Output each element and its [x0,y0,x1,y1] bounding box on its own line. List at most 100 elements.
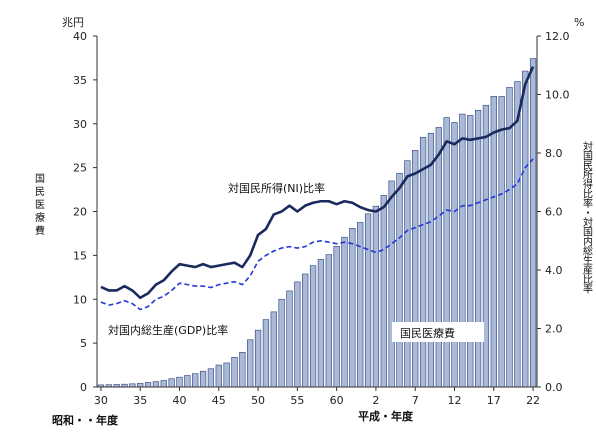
bar-H17 [490,95,497,388]
left-tick-label: 5 [80,337,87,350]
right-tick-label: 0.0 [545,381,563,394]
x-tick-label: 50 [251,394,265,407]
right-axis-title-char: 国 [583,151,593,163]
left-axis-unit: 兆円 [62,16,84,29]
bar-H12 [451,122,458,388]
left-axis-title-char: 民 [35,186,45,198]
bar-H22 [529,58,537,388]
bar-S49 [247,339,254,388]
x-tick-label: 60 [330,394,344,407]
bar-S60 [333,246,340,388]
left-tick-label: 0 [80,381,87,394]
x-tick-label: 45 [212,394,226,407]
right-axis-title-char: 生 [583,254,593,267]
bar-S35 [137,383,144,388]
bar-H19 [506,87,513,388]
axes: 0 5 10 15 20 25 30 35 40 0.0 2.0 4.0 6.0 8.0 10.0 12.0 3… [73,30,570,407]
bar-H10 [435,127,442,388]
bar-H1 [364,213,372,388]
bar-H9 [427,132,435,388]
right-tick-label: 4.0 [545,264,563,277]
right-axis-title-char: 産 [583,264,593,277]
bar-H3 [380,195,387,388]
bar-H8 [419,136,427,388]
bar-H16 [482,104,490,388]
left-tick-label: 35 [73,74,87,87]
bar-series [97,58,537,388]
bar-H14 [467,115,474,388]
bar-S44 [207,368,215,388]
left-axis-title-char: 療 [35,211,45,224]
bar-S43 [199,370,207,388]
bar-S36 [144,382,152,388]
ni-line-label: 対国民所得(NI)比率 [228,181,325,195]
line-series [100,66,535,311]
right-tick-label: 10.0 [545,89,570,102]
bar-S51 [262,319,270,388]
bar-label-box [392,322,484,342]
bar-H18 [498,96,505,388]
bar-H6 [404,160,411,388]
bar-S56 [302,273,309,388]
bar-H21 [522,70,529,388]
bar-H13 [459,113,466,388]
bar-H11 [443,117,450,388]
bar-S45 [215,364,222,388]
right-axis-title-char: 比 [583,189,593,201]
bar-S62 [349,228,356,388]
x-tick-label: 7 [412,394,419,407]
right-axis-title-char: 対 [583,140,593,153]
left-axis-title-char: 医 [35,199,45,211]
bar-H15 [474,109,482,388]
bar-S57 [309,265,317,388]
left-tick-label: 30 [73,118,87,131]
right-axis-title-char: 率 [583,283,593,296]
right-axis-unit: % [574,16,584,29]
bar-S50 [254,329,262,388]
right-axis-title-char: 比 [583,274,593,286]
bar-S41 [184,375,191,388]
bar-H7 [412,150,419,388]
bar-S54 [286,290,293,388]
bar-S40 [176,376,183,388]
gdp-line-label: 対国内総生産(GDP)比率 [108,323,228,337]
bar-S47 [231,357,238,388]
right-axis-title-char: 内 [583,235,593,248]
bar-S55 [294,281,301,388]
bar-S38 [160,380,167,388]
ni-ratio-line [100,66,535,300]
bar-S53 [278,298,285,388]
x-tick-label: 17 [487,394,501,407]
x-tick-label: 30 [94,394,108,407]
bar-S52 [270,311,277,388]
bar-H5 [396,172,403,388]
x-axis-label-heisei: 平成・年度 [358,409,414,423]
left-tick-label: 25 [73,162,87,175]
right-tick-label: 8.0 [545,147,563,160]
right-axis-title-char: 民 [583,160,593,172]
x-tick-label: 55 [290,394,304,407]
x-tick-label: 12 [448,394,462,407]
right-axis-title-char: 得 [583,179,593,191]
bar-S48 [239,352,246,388]
right-axis-title-char: 国 [583,227,593,239]
gdp-ratio-line [100,158,534,311]
bar-S46 [223,362,230,388]
right-axis-title-char: 率 [583,197,593,210]
left-tick-label: 40 [73,30,87,43]
x-tick-label: 35 [133,394,147,407]
left-axis-title-char: 国 [35,173,45,185]
right-axis-title-char: 所 [583,170,593,182]
bar-S59 [325,254,332,388]
bar-H20 [514,81,521,388]
bar-S39 [168,378,175,388]
left-tick-label: 10 [73,293,87,306]
right-axis-title-char: ・ [583,209,593,220]
x-tick-label: 2 [372,394,379,407]
right-axis-title-char: 総 [583,245,593,258]
right-tick-label: 12.0 [545,30,570,43]
bar-H4 [388,180,395,388]
bar-S42 [192,373,199,388]
